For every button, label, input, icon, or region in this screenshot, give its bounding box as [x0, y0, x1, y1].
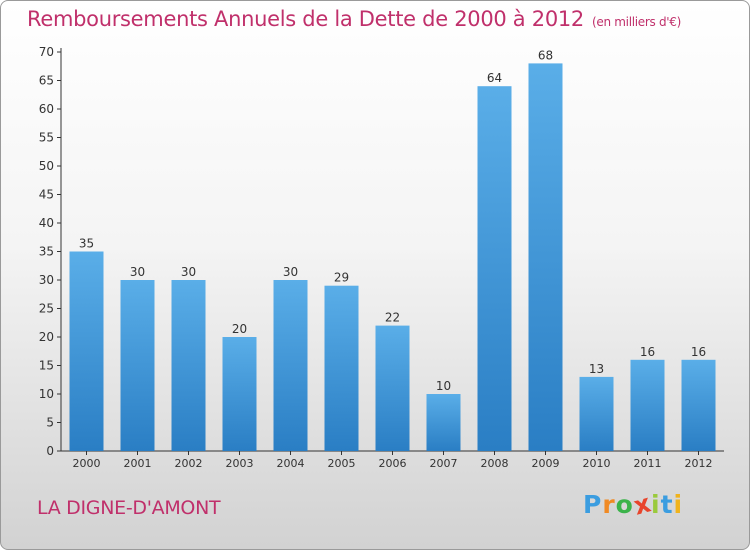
bar [426, 394, 461, 451]
y-tick-label: 55 [39, 131, 54, 145]
y-tick-label: 40 [39, 216, 54, 230]
y-tick-label: 0 [46, 444, 54, 458]
y-tick-label: 30 [39, 273, 54, 287]
y-tick-label: 60 [39, 102, 54, 116]
bar-value-label: 68 [538, 48, 553, 62]
x-tick-label: 2000 [73, 457, 101, 470]
bar [579, 376, 614, 451]
y-tick-label: 10 [39, 387, 54, 401]
y-tick-label: 50 [39, 159, 54, 173]
chart-title: Remboursements Annuels de la Dette de 20… [27, 7, 681, 31]
y-tick-label: 15 [39, 359, 54, 373]
bar-value-label: 30 [181, 265, 196, 279]
y-tick-label: 45 [39, 188, 54, 202]
x-tick-label: 2006 [379, 457, 407, 470]
bar-value-label: 30 [130, 265, 145, 279]
axes: 0 5 10 15 20 25 30 35 40 45 50 55 60 65 70 2000 2001 2002… [39, 45, 724, 470]
bar [222, 337, 257, 451]
bar-value-label: 16 [691, 345, 706, 359]
y-tick-label: 25 [39, 302, 54, 316]
x-tick-label: 2004 [277, 457, 305, 470]
y-tick-label: 35 [39, 245, 54, 259]
x-tick-label: 2012 [685, 457, 713, 470]
bar [630, 359, 665, 451]
x-tick-label: 2009 [532, 457, 560, 470]
logo-letter: i [651, 490, 661, 519]
y-tick-label: 5 [46, 416, 54, 430]
city-name: LA DIGNE-D'AMONT [37, 497, 221, 519]
logo-letter: P [583, 490, 603, 519]
y-tick-label: 65 [39, 74, 54, 88]
bar [528, 63, 563, 452]
logo-letter: o [615, 490, 634, 519]
x-tick-label: 2003 [226, 457, 254, 470]
x-tick-label: 2007 [430, 457, 458, 470]
bar-value-label: 30 [283, 265, 298, 279]
logo-letter: r [602, 490, 616, 519]
bar [477, 86, 512, 451]
logo-letter: t [660, 490, 674, 519]
bar [324, 285, 359, 451]
bars: 35 30 30 20 30 29 22 10 64 68 13 16 16 [69, 48, 716, 452]
chart-subtitle: (en milliers d'€) [592, 15, 682, 29]
x-tick-label: 2002 [175, 457, 203, 470]
logo-letter: i [673, 490, 684, 519]
x-tick-label: 2005 [328, 457, 356, 470]
y-tick-label: 70 [39, 45, 54, 59]
title-text: Remboursements Annuels de la Dette de 20… [27, 7, 584, 31]
proxiti-logo[interactable]: Proxiti [583, 488, 684, 520]
x-tick-label: 2011 [634, 457, 662, 470]
x-tick-label: 2008 [481, 457, 509, 470]
bar-value-label: 29 [334, 271, 349, 285]
bar [375, 325, 410, 451]
bar-value-label: 10 [436, 379, 451, 393]
bar-value-label: 13 [589, 362, 604, 376]
bar-value-label: 64 [487, 71, 502, 85]
bar-value-label: 16 [640, 345, 655, 359]
y-tick-label: 20 [39, 330, 54, 344]
bar-value-label: 20 [232, 322, 247, 336]
bar [273, 280, 308, 451]
x-tick-label: 2010 [583, 457, 611, 470]
x-tick-label: 2001 [124, 457, 152, 470]
bar [171, 280, 206, 451]
bar [681, 359, 716, 451]
bar-value-label: 35 [79, 237, 94, 251]
bar-value-label: 22 [385, 311, 400, 325]
bar [69, 251, 104, 451]
bar [120, 280, 155, 451]
